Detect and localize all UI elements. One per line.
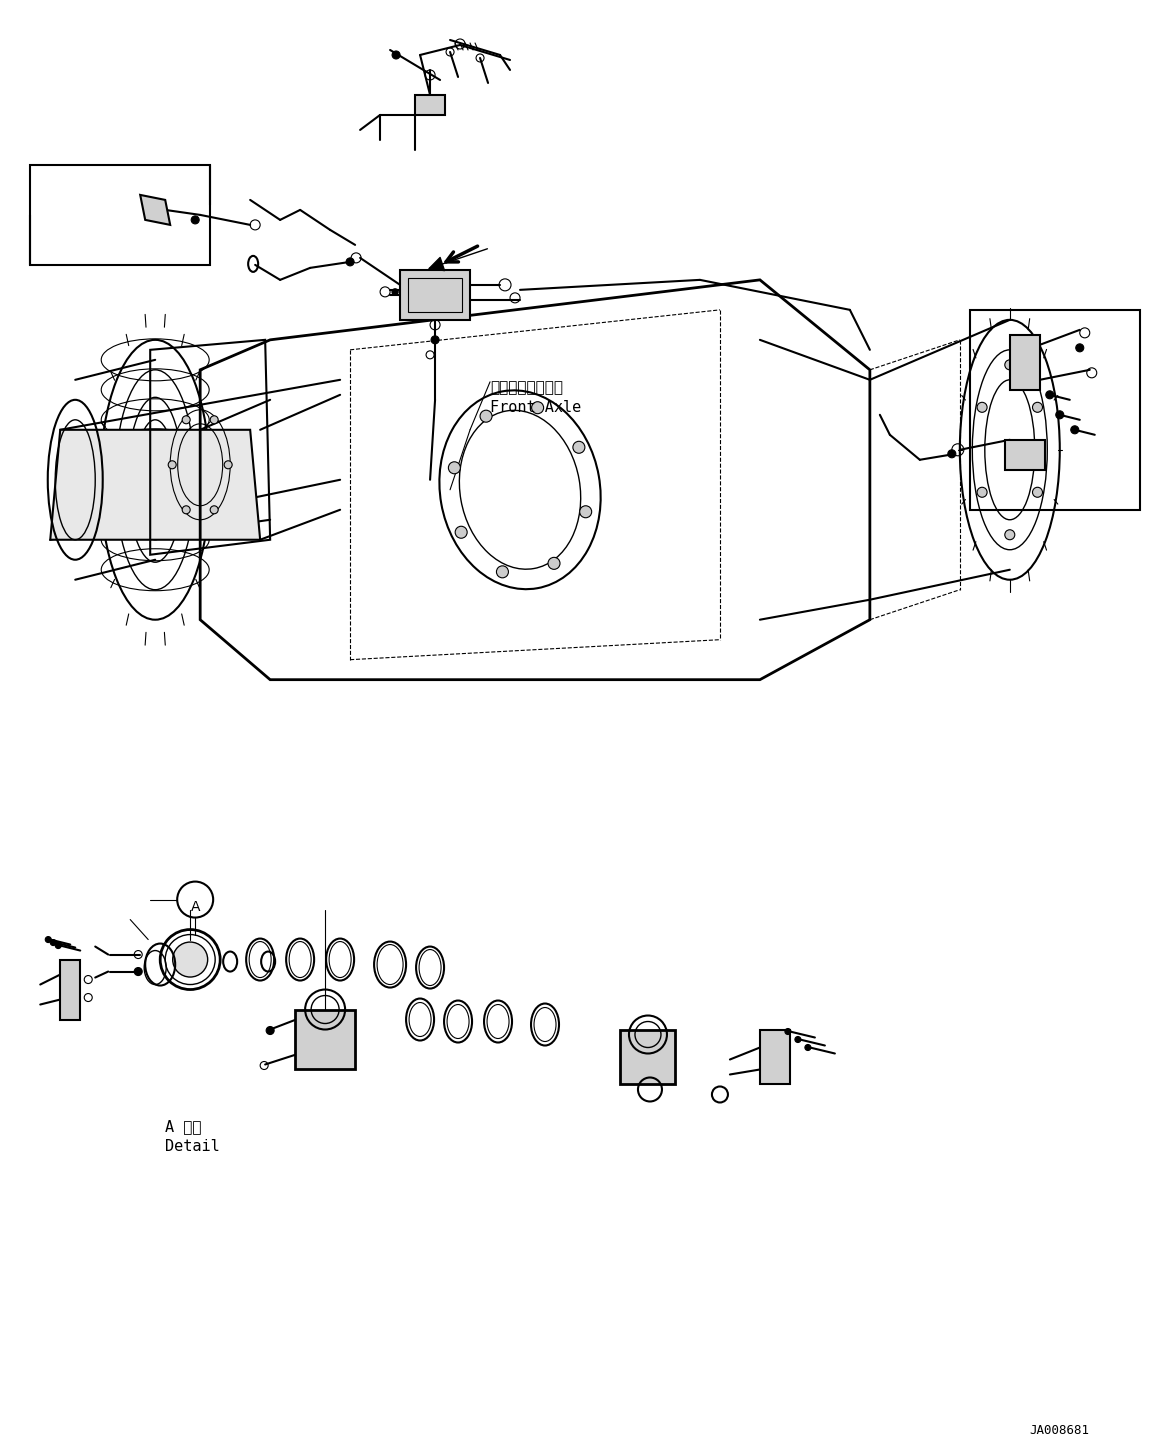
- Circle shape: [531, 402, 543, 414]
- Circle shape: [977, 402, 987, 412]
- Circle shape: [977, 487, 987, 497]
- Bar: [759, 1029, 790, 1085]
- Bar: [970, 310, 1140, 510]
- Polygon shape: [141, 195, 170, 225]
- Circle shape: [1005, 360, 1015, 370]
- Circle shape: [449, 461, 461, 474]
- Bar: [60, 960, 80, 1020]
- Circle shape: [50, 940, 56, 945]
- Circle shape: [183, 506, 191, 514]
- Text: A 詳細: A 詳細: [165, 1120, 201, 1134]
- Circle shape: [56, 942, 62, 948]
- Text: Detail: Detail: [165, 1140, 220, 1154]
- Bar: [408, 278, 462, 311]
- Circle shape: [1033, 402, 1042, 412]
- Circle shape: [480, 411, 492, 422]
- Circle shape: [1056, 411, 1064, 419]
- Text: JA008681: JA008681: [1029, 1424, 1090, 1437]
- Circle shape: [266, 1026, 274, 1035]
- Circle shape: [431, 336, 440, 344]
- Circle shape: [347, 258, 354, 267]
- Circle shape: [548, 558, 561, 569]
- Circle shape: [134, 967, 142, 976]
- Circle shape: [392, 288, 398, 295]
- Circle shape: [1076, 344, 1084, 352]
- Circle shape: [1033, 487, 1042, 497]
- Bar: [1005, 440, 1044, 470]
- Circle shape: [211, 506, 219, 514]
- Bar: [295, 1010, 355, 1069]
- Bar: [415, 95, 445, 115]
- Circle shape: [579, 506, 592, 517]
- Circle shape: [191, 216, 199, 223]
- Circle shape: [169, 461, 176, 468]
- Circle shape: [455, 526, 468, 539]
- Bar: [30, 164, 211, 265]
- Circle shape: [1046, 391, 1054, 399]
- Circle shape: [392, 50, 400, 59]
- Circle shape: [224, 461, 233, 468]
- Circle shape: [805, 1045, 811, 1050]
- Bar: [400, 269, 470, 320]
- Circle shape: [794, 1036, 801, 1042]
- Text: フロントアクスル: フロントアクスル: [490, 380, 563, 395]
- Circle shape: [1071, 425, 1079, 434]
- Bar: [1009, 334, 1040, 391]
- Circle shape: [573, 441, 585, 454]
- Circle shape: [183, 416, 191, 424]
- Circle shape: [1005, 530, 1015, 540]
- Circle shape: [45, 937, 51, 942]
- Polygon shape: [50, 429, 261, 540]
- Ellipse shape: [172, 942, 208, 977]
- Bar: [620, 1029, 675, 1085]
- Circle shape: [785, 1029, 791, 1035]
- Circle shape: [211, 416, 219, 424]
- Circle shape: [497, 566, 508, 578]
- Circle shape: [948, 450, 956, 458]
- Text: Front Axle: Front Axle: [490, 399, 582, 415]
- Text: A: A: [191, 899, 200, 914]
